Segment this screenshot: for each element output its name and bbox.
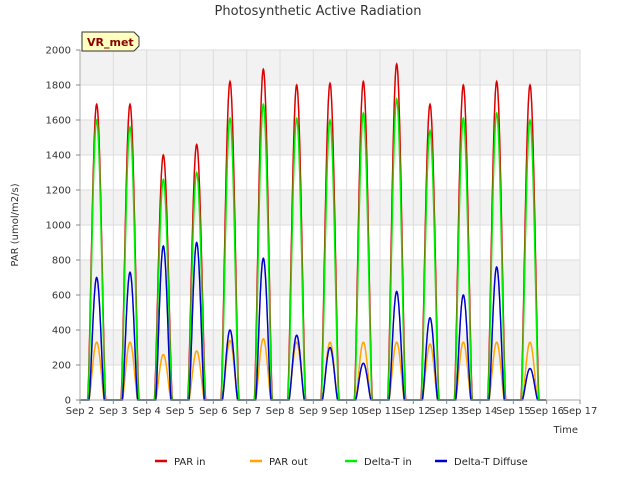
y-tick-label: 1800 xyxy=(46,81,71,92)
y-tick-label: 200 xyxy=(52,361,71,372)
x-tick-label: Sep 3 xyxy=(99,406,127,417)
plot-band xyxy=(80,120,580,155)
chart-title: Photosynthetic Active Radiation xyxy=(215,4,422,19)
x-tick-label: Sep 2 xyxy=(66,406,94,417)
site-label-box: VR_met xyxy=(81,31,140,52)
plot-band xyxy=(80,155,580,190)
y-tick-label: 600 xyxy=(52,291,71,302)
x-tick-label: Sep 7 xyxy=(232,406,260,417)
x-tick-label: Sep 6 xyxy=(199,406,227,417)
plot-band xyxy=(80,365,580,400)
site-label: VR_met xyxy=(87,36,134,49)
plot-area xyxy=(80,50,580,400)
legend-label: PAR in xyxy=(174,457,205,468)
y-tick-label: 0 xyxy=(65,396,71,407)
x-tick-label: Sep 9 xyxy=(299,406,327,417)
x-tick-label: Sep 5 xyxy=(166,406,194,417)
x-tick-label: Sep 16 xyxy=(529,406,564,417)
y-tick-label: 1200 xyxy=(46,186,71,197)
x-tick-label: Sep 11 xyxy=(363,406,398,417)
x-tick-label: Sep 15 xyxy=(496,406,531,417)
plot-band xyxy=(80,295,580,330)
y-tick-label: 800 xyxy=(52,256,71,267)
x-tick-label: Sep 12 xyxy=(396,406,431,417)
y-tick-label: 1600 xyxy=(46,116,71,127)
plot-band xyxy=(80,225,580,260)
site-label-shape xyxy=(81,31,140,52)
legend-label: Delta-T Diffuse xyxy=(454,457,528,468)
x-tick-label: Sep 4 xyxy=(132,406,160,417)
x-tick-label: Sep 17 xyxy=(563,406,598,417)
x-axis-title: Time xyxy=(553,425,578,436)
legend-label: Delta-T in xyxy=(364,457,412,468)
x-tick-label: Sep 13 xyxy=(429,406,464,417)
x-tick-label: Sep 14 xyxy=(463,406,498,417)
y-tick-label: 1400 xyxy=(46,151,71,162)
plot-band xyxy=(80,190,580,225)
axes: 0 200 400 600 800 1000 1200 1400 1600 1800 2000 Sep… xyxy=(46,46,598,418)
y-tick-label: 1000 xyxy=(46,221,71,232)
legend: PAR in PAR out Delta-T in Delta-T Diffuse xyxy=(155,457,528,468)
plot-band xyxy=(80,260,580,295)
y-tick-label: 2000 xyxy=(46,46,71,57)
y-axis-title: PAR (umol/m2/s) xyxy=(10,183,21,266)
legend-label: PAR out xyxy=(269,457,308,468)
plot-band xyxy=(80,50,580,85)
x-tick-label: Sep 8 xyxy=(266,406,294,417)
plot-band xyxy=(80,85,580,120)
y-tick-label: 400 xyxy=(52,326,71,337)
x-tick-label: Sep 10 xyxy=(329,406,364,417)
